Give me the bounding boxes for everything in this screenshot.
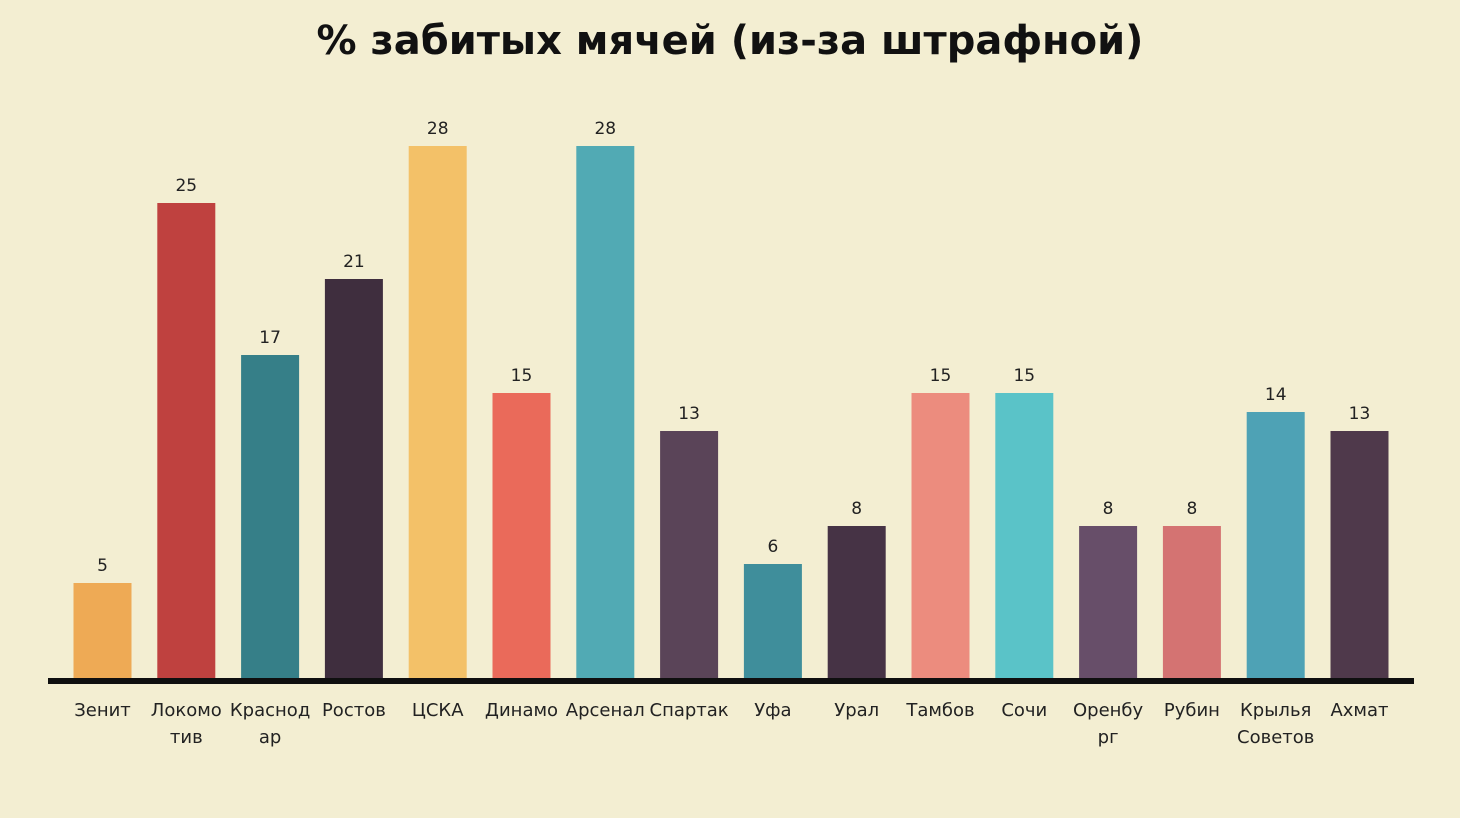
bar-9	[743, 564, 802, 678]
bar-value-label: 15	[511, 366, 533, 386]
category-label-line: Локомо	[151, 700, 222, 721]
category-label-line: Крылья	[1240, 700, 1311, 721]
chart-title: % забитых мячей (из-за штрафной)	[316, 18, 1144, 64]
category-label-line: Динамо	[485, 700, 558, 721]
category-label-line: тив	[170, 727, 203, 748]
bar-value-label: 6	[767, 537, 778, 557]
bar-1	[73, 583, 132, 678]
category-label: Зенит	[74, 700, 131, 721]
value-labels-group: 5 25 17 21 28 15 28 13 6 8 15 15 8 8 14 13	[97, 119, 1370, 576]
category-label: Локомо тив	[151, 700, 222, 748]
category-labels-group: Зенит Локомо тив Краснод ар Ростов ЦСКА Динамо А…	[74, 700, 1388, 748]
bar-5	[408, 146, 467, 678]
bar-15	[1246, 412, 1305, 678]
category-label: Спартак	[650, 700, 729, 721]
category-label-line: Зенит	[74, 700, 131, 721]
category-label-line: Тамбов	[905, 700, 974, 721]
category-label: Динамо	[485, 700, 558, 721]
category-label-line: Спартак	[650, 700, 729, 721]
category-label: Тамбов	[905, 700, 974, 721]
category-label: Крылья Советов	[1237, 700, 1314, 748]
bar-value-label: 28	[594, 119, 616, 139]
category-label: ЦСКА	[412, 700, 464, 721]
bar-value-label: 25	[175, 176, 197, 196]
category-label: Рубин	[1164, 700, 1220, 721]
category-label-line: ЦСКА	[412, 700, 464, 721]
category-label-line: Советов	[1237, 727, 1314, 748]
bar-value-label: 15	[1013, 366, 1035, 386]
bar-value-label: 17	[259, 328, 281, 348]
bar-4	[324, 279, 383, 678]
bar-16	[1330, 431, 1389, 678]
category-label: Уфа	[754, 700, 791, 721]
bar-value-label: 13	[678, 404, 700, 424]
category-label: Ахмат	[1330, 700, 1388, 721]
category-label-line: Арсенал	[566, 700, 645, 721]
bar-value-label: 8	[1103, 499, 1114, 519]
bar-value-label: 15	[930, 366, 952, 386]
bar-value-label: 8	[851, 499, 862, 519]
category-label-line: Уфа	[754, 700, 791, 721]
bar-value-label: 13	[1349, 404, 1371, 424]
bar-10	[827, 526, 886, 678]
bar-value-label: 21	[343, 252, 365, 272]
bar-8	[660, 431, 719, 678]
category-label-line: Рубин	[1164, 700, 1220, 721]
category-label: Оренбу рг	[1073, 700, 1144, 748]
category-label-line: Ахмат	[1330, 700, 1388, 721]
bar-11	[911, 393, 970, 678]
bar-13	[1079, 526, 1138, 678]
bar-value-label: 5	[97, 556, 108, 576]
bars-group	[73, 146, 1389, 678]
bar-7	[576, 146, 635, 678]
category-label-line: Ростов	[322, 700, 386, 721]
category-label: Ростов	[322, 700, 386, 721]
category-label-line: Оренбу	[1073, 700, 1144, 721]
category-label-line: рг	[1098, 727, 1119, 748]
bar-6	[492, 393, 551, 678]
category-label: Сочи	[1001, 700, 1047, 721]
bar-2	[157, 203, 216, 678]
bar-value-label: 14	[1265, 385, 1287, 405]
category-label: Урал	[834, 700, 879, 721]
category-label-line: ар	[259, 727, 281, 748]
bar-3	[241, 355, 300, 678]
category-label-line: Краснод	[230, 700, 310, 721]
bar-12	[995, 393, 1054, 678]
category-label: Краснод ар	[230, 700, 310, 748]
bar-14	[1162, 526, 1221, 678]
category-label: Арсенал	[566, 700, 645, 721]
category-label-line: Урал	[834, 700, 879, 721]
bar-value-label: 8	[1186, 499, 1197, 519]
bar-value-label: 28	[427, 119, 449, 139]
category-label-line: Сочи	[1001, 700, 1047, 721]
